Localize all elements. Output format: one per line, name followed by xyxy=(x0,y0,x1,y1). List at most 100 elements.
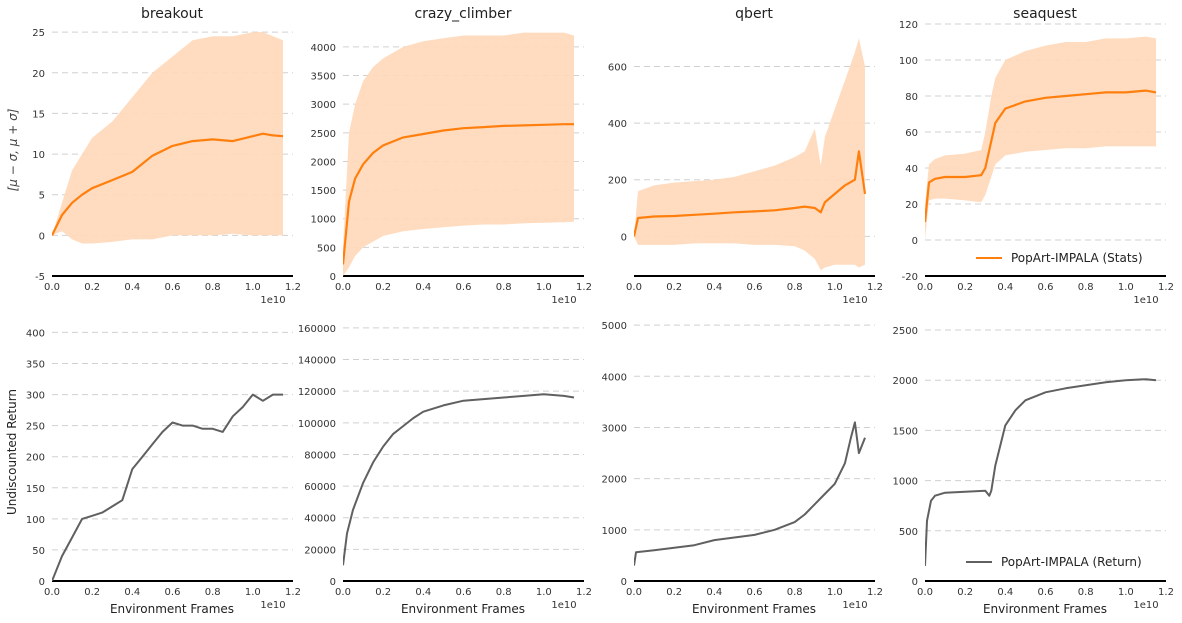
y-tick-label-crazy-climber-stats: 4000 xyxy=(311,43,336,54)
y-tick-label-seaquest-return: 1500 xyxy=(893,426,918,437)
y-tick-label-breakout-return: 250 xyxy=(26,422,45,433)
x-tick-label-qbert-stats: 0.4 xyxy=(706,282,722,293)
x-tick-label-seaquest-stats: 1.2 xyxy=(1158,282,1174,293)
x-tick-label-breakout-stats: 1.2 xyxy=(285,282,301,293)
y-tick-label-breakout-return: 200 xyxy=(26,453,45,464)
y-tick-label-crazy-climber-return: 80000 xyxy=(304,450,336,461)
y-tick-label-seaquest-return: 1000 xyxy=(893,477,918,488)
x-tick-label-qbert-stats: 0.2 xyxy=(666,282,682,293)
return-line-crazy-climber-return xyxy=(343,393,575,566)
x-tick-label-crazy-climber-return: 1.0 xyxy=(536,587,552,598)
y-tick-label-seaquest-return: 500 xyxy=(899,527,918,538)
x-tick-label-qbert-stats: 1.0 xyxy=(827,282,843,293)
x-tick-label-seaquest-return: 0.0 xyxy=(917,587,933,598)
x-tick-label-seaquest-return: 0.4 xyxy=(997,587,1013,598)
bottom-y-axis-label: Undiscounted Return xyxy=(5,389,19,515)
x-tick-label-breakout-return: 0.8 xyxy=(205,587,221,598)
y-tick-label-breakout-return: 0 xyxy=(39,577,45,588)
x-tick-label-crazy-climber-return: 0.4 xyxy=(415,587,431,598)
x-tick-label-crazy-climber-stats: 0.8 xyxy=(496,282,512,293)
panel-crazy-climber-stats: 0 500 1000 1500 2000 2500 3000 3500 4000 0.0 0.2 0.… xyxy=(311,32,592,306)
return-line-qbert-return xyxy=(634,421,866,566)
x-axis-label-seaquest: Environment Frames xyxy=(983,602,1107,616)
x-tick-label-breakout-stats: 0.2 xyxy=(84,282,100,293)
std-band-breakout-stats xyxy=(52,32,283,244)
panel-seaquest-stats: -20 0 20 40 60 80 100 120 0.0 0.2 0.4 0.6 0.8 1.0 1.21… xyxy=(899,20,1174,306)
legend-stats-label: PopArt-IMPALA (Stats) xyxy=(1011,251,1143,265)
panel-title-qbert: qbert xyxy=(735,6,773,22)
y-tick-label-breakout-stats: 25 xyxy=(32,28,45,39)
x-tick-label-qbert-stats: 0.6 xyxy=(747,282,763,293)
x-tick-label-seaquest-stats: 0.2 xyxy=(957,282,973,293)
x-exponent-crazy-climber-return: 1e10 xyxy=(551,600,576,611)
x-exponent-seaquest-return: 1e10 xyxy=(1133,600,1158,611)
x-axis-label-qbert: Environment Frames xyxy=(692,602,816,616)
x-tick-label-seaquest-return: 0.8 xyxy=(1078,587,1094,598)
y-tick-label-breakout-return: 50 xyxy=(32,546,45,557)
x-tick-label-crazy-climber-return: 0.0 xyxy=(335,587,351,598)
x-exponent-qbert-stats: 1e10 xyxy=(842,295,867,306)
mean-line-qbert-stats xyxy=(634,150,867,237)
y-tick-label-seaquest-stats: 100 xyxy=(899,56,918,67)
x-exponent-breakout-return: 1e10 xyxy=(260,600,285,611)
x-tick-label-crazy-climber-stats: 1.0 xyxy=(536,282,552,293)
std-band-qbert-stats xyxy=(634,38,865,271)
y-tick-label-crazy-climber-stats: 0 xyxy=(330,272,336,283)
y-tick-label-breakout-stats: 10 xyxy=(32,150,45,161)
x-tick-label-breakout-stats: 1.0 xyxy=(245,282,261,293)
mean-line-crazy-climber-stats xyxy=(343,123,574,265)
x-tick-label-breakout-return: 1.2 xyxy=(285,587,301,598)
x-tick-label-seaquest-stats: 1.0 xyxy=(1118,282,1134,293)
x-tick-label-qbert-return: 0.2 xyxy=(666,587,682,598)
x-tick-label-qbert-stats: 0.8 xyxy=(787,282,803,293)
x-tick-label-crazy-climber-stats: 0.0 xyxy=(335,282,351,293)
x-tick-label-qbert-return: 1.2 xyxy=(867,587,883,598)
x-tick-label-seaquest-stats: 0.0 xyxy=(917,282,933,293)
legend-stats: PopArt-IMPALA (Stats) xyxy=(976,251,1143,265)
x-tick-label-qbert-return: 0.6 xyxy=(747,587,763,598)
legend-return-label: PopArt-IMPALA (Return) xyxy=(1001,555,1142,569)
x-exponent-breakout-stats: 1e10 xyxy=(260,295,285,306)
y-tick-label-seaquest-stats: 120 xyxy=(899,20,918,31)
panel-title-seaquest: seaquest xyxy=(1013,6,1077,22)
x-tick-label-qbert-stats: 1.2 xyxy=(867,282,883,293)
y-tick-label-crazy-climber-return: 20000 xyxy=(304,545,336,556)
x-tick-label-breakout-return: 0.4 xyxy=(124,587,140,598)
legend-return: PopArt-IMPALA (Return) xyxy=(966,555,1142,569)
mean-line-breakout-stats xyxy=(52,132,284,236)
y-tick-label-qbert-return: 3000 xyxy=(602,423,627,434)
x-tick-label-crazy-climber-return: 1.2 xyxy=(576,587,592,598)
panel-seaquest-return: 0 500 1000 1500 2000 2500 0.0 0.2 0.4 0.6 0.8 1.0 1.… xyxy=(893,326,1174,611)
y-tick-label-breakout-return: 300 xyxy=(26,391,45,402)
x-tick-label-crazy-climber-return: 0.8 xyxy=(496,587,512,598)
x-exponent-seaquest-stats: 1e10 xyxy=(1133,295,1158,306)
y-tick-label-crazy-climber-stats: 2500 xyxy=(311,129,336,140)
x-tick-label-qbert-stats: 0.0 xyxy=(626,282,642,293)
y-tick-label-qbert-stats: 600 xyxy=(608,62,627,73)
x-axis-label-breakout: Environment Frames xyxy=(110,602,234,616)
top-y-axis-label: [μ − σ, μ + σ] xyxy=(6,108,20,191)
y-tick-label-seaquest-return: 2500 xyxy=(893,326,918,337)
y-tick-label-breakout-stats: 5 xyxy=(39,191,45,202)
y-tick-label-crazy-climber-return: 0 xyxy=(330,577,336,588)
std-band-seaquest-stats xyxy=(925,36,1156,240)
x-tick-label-qbert-return: 0.8 xyxy=(787,587,803,598)
y-tick-label-crazy-climber-stats: 500 xyxy=(317,243,336,254)
x-tick-label-qbert-return: 1.0 xyxy=(827,587,843,598)
x-tick-label-crazy-climber-stats: 0.6 xyxy=(456,282,472,293)
x-tick-label-seaquest-return: 0.6 xyxy=(1038,587,1054,598)
x-tick-label-crazy-climber-stats: 1.2 xyxy=(576,282,592,293)
y-tick-label-crazy-climber-stats: 2000 xyxy=(311,157,336,168)
panel-crazy-climber-return: 0 20000 40000 60000 80000 100000 120000 140000 1… xyxy=(298,324,592,611)
y-tick-label-seaquest-stats: 60 xyxy=(905,128,918,139)
y-tick-label-seaquest-stats: 80 xyxy=(905,92,918,103)
x-tick-label-breakout-stats: 0.8 xyxy=(205,282,221,293)
panel-title-crazy-climber: crazy_climber xyxy=(414,6,511,22)
y-tick-label-breakout-return: 100 xyxy=(26,515,45,526)
return-line-seaquest-return xyxy=(925,378,1157,566)
y-tick-label-crazy-climber-stats: 1000 xyxy=(311,215,336,226)
y-tick-label-qbert-return: 1000 xyxy=(602,526,627,537)
x-tick-label-crazy-climber-stats: 0.4 xyxy=(415,282,431,293)
x-tick-label-crazy-climber-return: 0.2 xyxy=(375,587,391,598)
